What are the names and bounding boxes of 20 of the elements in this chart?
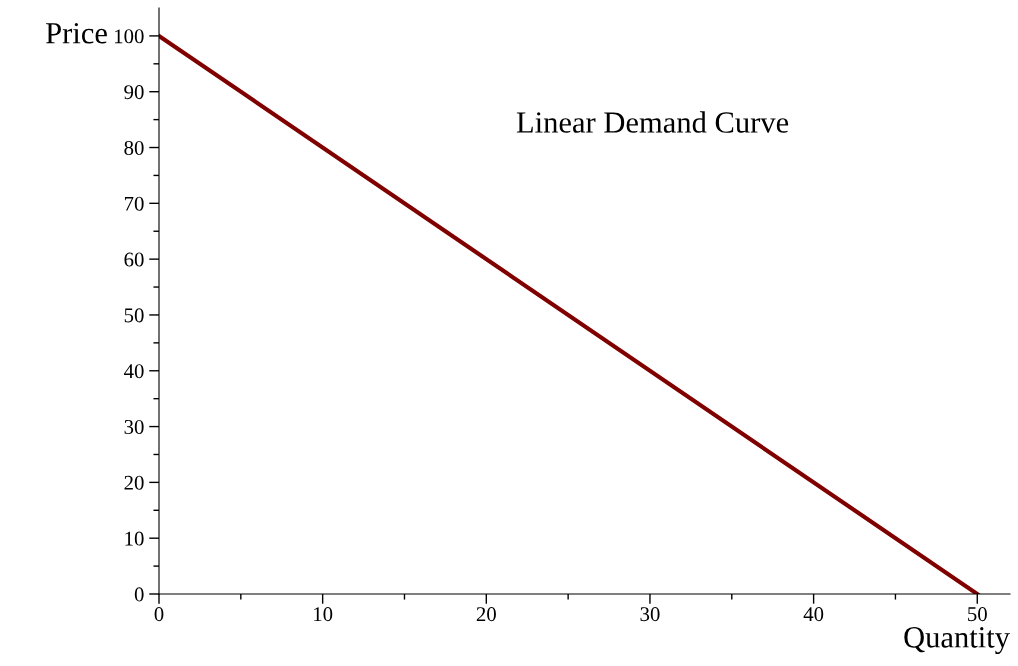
y-tick-label: 40 <box>123 364 144 379</box>
y-tick-label: 10 <box>125 531 144 546</box>
x-tick-label: 30 <box>640 607 660 622</box>
x-tick-label: 10 <box>314 607 333 622</box>
x-axis-title: Quantity <box>904 627 1010 654</box>
text: Linear Demand Curve <box>516 111 789 133</box>
y-tick-label: 100 <box>115 29 144 44</box>
y-tick-label: 80 <box>124 140 144 155</box>
y-tick-label: 20 <box>124 475 144 490</box>
y-axis-title: Price <box>46 23 107 44</box>
y-tick-label: 30 <box>124 419 144 434</box>
x-tick-label: 40 <box>803 607 824 622</box>
y-tick-label: 60 <box>124 252 144 267</box>
x-tick-label: 0 <box>154 607 164 622</box>
x-tick-label: 50 <box>968 607 987 622</box>
y-tick-label: 70 <box>124 196 144 211</box>
y-tick-label: 50 <box>124 308 144 323</box>
y-tick-label: 90 <box>124 85 144 100</box>
x-tick-label: 20 <box>476 607 496 622</box>
y-tick-label: 0 <box>134 587 144 602</box>
